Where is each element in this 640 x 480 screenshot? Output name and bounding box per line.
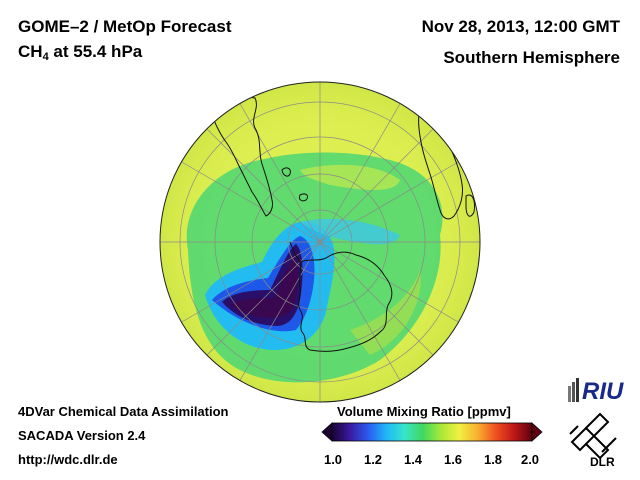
colorbar-high-arrow [531,422,543,442]
south-america-coast [209,96,273,217]
colorbar-gradient [331,422,533,442]
colorbar-tick: 1.6 [443,452,463,467]
footer-line-1: 4DVar Chemical Data Assimilation [18,404,229,419]
dlr-logo-text: DLR [590,455,615,468]
colorbar-tick: 1.2 [363,452,383,467]
region-label: Southern Hemisphere [443,48,620,67]
colorbar [321,422,543,442]
date-label: Nov 28, 2013, 12:00 GMT [421,17,620,36]
footer-url: http://wdc.dlr.de [18,452,118,467]
species-label: CH [18,42,43,61]
colorbar-tick: 1.4 [403,452,423,467]
colorbar-tick: 1.0 [323,452,343,467]
footer-line-2: SACADA Version 2.4 [18,428,146,443]
colorbar-low-arrow [321,422,333,442]
title-line-1: GOME–2 / MetOp Forecast [18,17,232,36]
globe-outline [159,81,481,403]
level-label: at 55.4 hPa [48,42,143,61]
dlr-logo: DLR [569,412,617,468]
globe [160,82,480,402]
antarctica-coast [298,251,393,352]
riu-logo-text: RIU [582,378,624,405]
colorbar-title: Volume Mixing Ratio [ppmv] [337,404,511,419]
graticule [160,82,480,402]
title-line-2: CH4 at 55.4 hPa [18,42,142,63]
colorbar-tick: 1.8 [483,452,503,467]
riu-logo: RIU [568,378,624,405]
species-subscript: 4 [42,51,49,63]
colorbar-tick: 2.0 [520,452,540,467]
